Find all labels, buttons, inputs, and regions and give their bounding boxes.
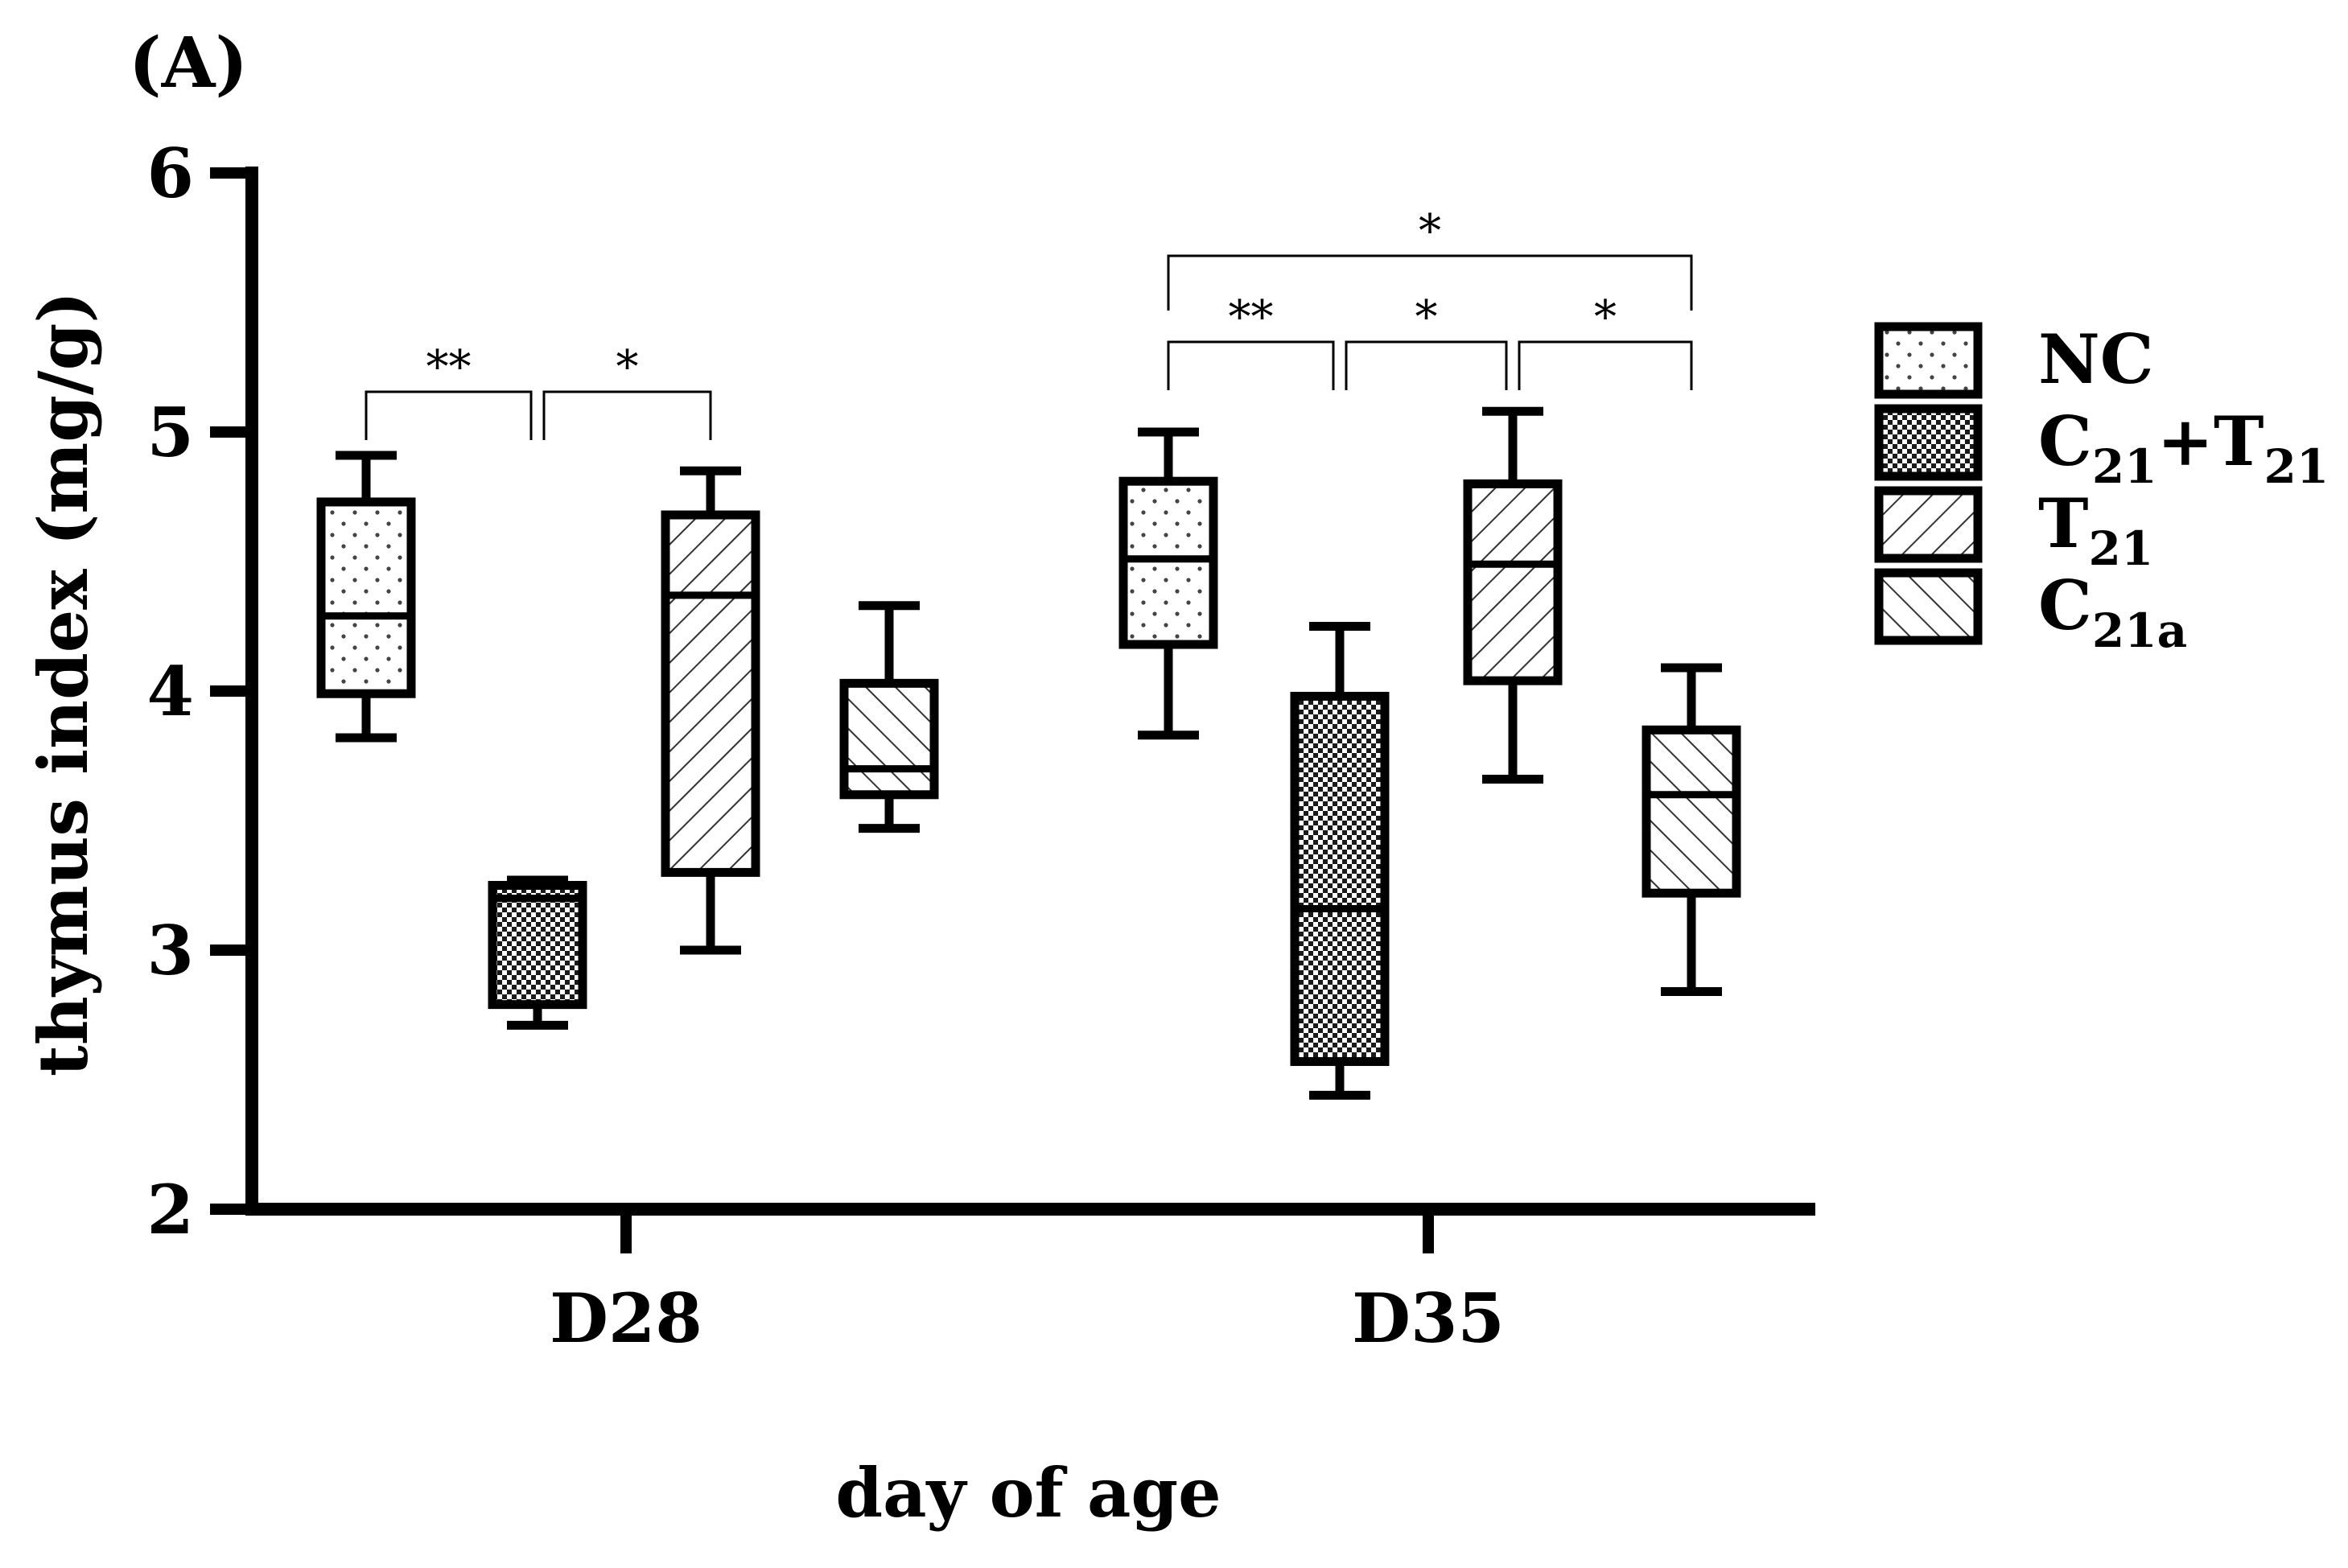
legend-label-part: T bbox=[2038, 484, 2089, 563]
y-tick-label: 3 bbox=[147, 911, 194, 990]
significance-label: * bbox=[616, 341, 639, 393]
legend-item-C21a: C21a bbox=[1874, 566, 2187, 658]
legend-label: C21a bbox=[2038, 566, 2187, 658]
box-iqr bbox=[1642, 725, 1741, 898]
legend-label-part: NC bbox=[2038, 319, 2154, 399]
box-T21-D35 bbox=[1463, 406, 1563, 784]
significance-label: * bbox=[1594, 291, 1617, 344]
significance-bracket: * bbox=[1167, 205, 1693, 311]
x-axis-title: day of age bbox=[835, 1453, 1221, 1533]
legend-label-part: 21 bbox=[2089, 521, 2154, 576]
significance-label: ** bbox=[426, 341, 472, 393]
box-C21a-D35 bbox=[1642, 663, 1741, 997]
bracket-line bbox=[1167, 340, 1335, 390]
y-axis-title: thymus index (mg/g) bbox=[23, 291, 103, 1076]
panel-label: (A) bbox=[129, 23, 248, 104]
legend-label-part: 21a bbox=[2092, 603, 2187, 658]
bracket-line bbox=[365, 390, 533, 440]
y-tick-label: 4 bbox=[147, 652, 194, 731]
significance-bracket: * bbox=[1345, 291, 1508, 390]
bracket-line bbox=[1167, 254, 1693, 311]
bracket-line bbox=[1518, 340, 1693, 390]
box-iqr bbox=[661, 510, 760, 877]
legend-swatch bbox=[1874, 568, 1983, 645]
y-tick-label: 2 bbox=[147, 1170, 194, 1249]
x-tick-label: D35 bbox=[1352, 1278, 1505, 1358]
y-tick-label: 5 bbox=[147, 393, 194, 472]
x-axis: D28 D35 bbox=[245, 1203, 1815, 1358]
box-iqr bbox=[1463, 479, 1563, 685]
significance-bracket: * bbox=[542, 341, 712, 440]
legend-swatch bbox=[1874, 404, 1983, 481]
bracket-line bbox=[542, 390, 712, 440]
legend-label: T21 bbox=[2038, 484, 2153, 576]
box-iqr bbox=[1290, 691, 1390, 1066]
significance-bracket: ** bbox=[1167, 291, 1335, 390]
legend-item-C21+T21: C21+T21 bbox=[1874, 401, 2329, 494]
box-iqr bbox=[1118, 476, 1218, 649]
significance-brackets: ** *** * ** bbox=[365, 205, 1693, 440]
legend-label-part: 21 bbox=[2264, 439, 2329, 494]
legend-swatch bbox=[1874, 486, 1983, 563]
significance-label: * bbox=[1415, 291, 1438, 344]
significance-bracket: * bbox=[1518, 291, 1693, 390]
x-tick-label: D28 bbox=[550, 1278, 702, 1358]
box-T21-D28 bbox=[661, 466, 760, 955]
box-NC-D28 bbox=[316, 451, 416, 743]
legend-label-part: 21 bbox=[2092, 439, 2157, 494]
y-tick-label: 6 bbox=[147, 134, 194, 213]
y-axis: 2 3 4 5 6 bbox=[147, 134, 258, 1249]
significance-bracket: ** bbox=[365, 341, 533, 440]
box-iqr bbox=[316, 497, 416, 698]
box-C21a-D28 bbox=[839, 601, 939, 833]
legend-label: C21+T21 bbox=[2038, 401, 2329, 494]
legend-label-part: +T bbox=[2157, 401, 2264, 481]
box-plots bbox=[316, 406, 1741, 1100]
bracket-line bbox=[1345, 340, 1508, 390]
box-C21+T21-D28 bbox=[488, 875, 587, 1030]
legend-item-T21: T21 bbox=[1874, 484, 2153, 576]
box-C21+T21-D35 bbox=[1290, 622, 1390, 1100]
box-iqr bbox=[839, 678, 939, 800]
box-NC-D35 bbox=[1118, 427, 1218, 740]
box-iqr bbox=[488, 881, 587, 1010]
legend-label-part: C bbox=[2038, 401, 2092, 481]
legend-swatch bbox=[1874, 322, 1983, 399]
significance-label: ** bbox=[1229, 291, 1274, 344]
legend-item-NC: NC bbox=[1874, 319, 2154, 399]
legend-label-part: C bbox=[2038, 566, 2092, 645]
significance-label: * bbox=[1419, 205, 1441, 257]
legend-label: NC bbox=[2038, 319, 2154, 399]
